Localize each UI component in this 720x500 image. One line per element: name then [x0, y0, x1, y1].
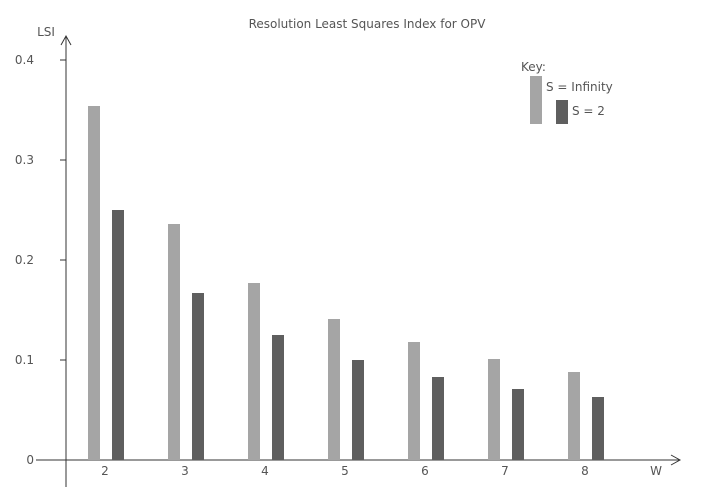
x-tick-label: 7	[501, 464, 509, 478]
bar-s-infinity	[168, 224, 180, 460]
bar-s-2	[352, 360, 364, 460]
x-tick-label: 2	[101, 464, 109, 478]
bar-s-2	[192, 293, 204, 460]
legend-label-s-2: S = 2	[572, 104, 605, 118]
y-tick-label: 0.4	[15, 53, 34, 67]
legend: Key: S = Infinity S = 2	[521, 60, 613, 124]
bar-s-infinity	[328, 319, 340, 460]
bar-s-infinity	[88, 106, 100, 460]
bar-s-2	[432, 377, 444, 460]
y-axis-arrow	[60, 34, 72, 46]
y-tick-label: 0	[26, 453, 34, 467]
x-tick-label: 6	[421, 464, 429, 478]
bar-s-2	[512, 389, 524, 460]
bar-s-infinity	[488, 359, 500, 460]
x-ticks: 2 3 4 5 6 7 8	[101, 464, 589, 478]
y-ticks: 0 0.1 0.2 0.3 0.4	[15, 53, 66, 467]
legend-title: Key:	[521, 60, 546, 74]
legend-swatch-s-infinity	[530, 76, 542, 124]
y-tick-label: 0.1	[15, 353, 34, 367]
bar-s-2	[272, 335, 284, 460]
x-tick-label: 4	[261, 464, 269, 478]
y-tick-label: 0.2	[15, 253, 34, 267]
chart-title: Resolution Least Squares Index for OPV	[249, 17, 487, 31]
bar-s-infinity	[248, 283, 260, 460]
x-axis-label: W	[650, 464, 662, 478]
x-axis-arrow	[670, 454, 682, 466]
x-tick-label: 8	[581, 464, 589, 478]
bar-s-2	[592, 397, 604, 460]
bar-s-infinity	[568, 372, 580, 460]
legend-label-s-infinity: S = Infinity	[546, 80, 613, 94]
bars	[88, 106, 604, 460]
x-tick-label: 5	[341, 464, 349, 478]
legend-swatch-s-2	[556, 100, 568, 124]
x-tick-label: 3	[181, 464, 189, 478]
bar-s-infinity	[408, 342, 420, 460]
y-axis-label: LSI	[37, 25, 55, 39]
bar-s-2	[112, 210, 124, 460]
y-tick-label: 0.3	[15, 153, 34, 167]
